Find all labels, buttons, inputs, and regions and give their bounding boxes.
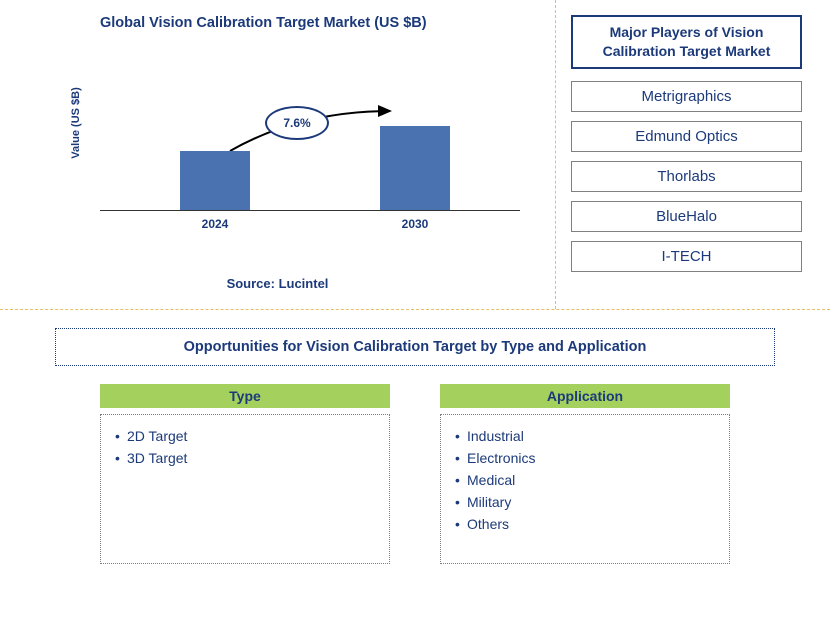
type-body: 2D Target 3D Target (100, 414, 390, 564)
growth-arrow (100, 51, 520, 231)
list-item: Industrial (455, 425, 715, 447)
player-box: BlueHalo (571, 201, 802, 232)
application-column: Application Industrial Electronics Medic… (440, 384, 730, 564)
growth-rate-oval: 7.6% (265, 106, 329, 140)
bar-label-2024: 2024 (180, 217, 250, 231)
y-axis-label: Value (US $B) (70, 87, 82, 159)
bottom-section: Opportunities for Vision Calibration Tar… (0, 310, 830, 574)
list-item: Medical (455, 469, 715, 491)
application-header: Application (440, 384, 730, 408)
type-header: Type (100, 384, 390, 408)
player-box: Thorlabs (571, 161, 802, 192)
application-body: Industrial Electronics Medical Military … (440, 414, 730, 564)
list-item: 2D Target (115, 425, 375, 447)
player-box: Metrigraphics (571, 81, 802, 112)
list-item: Military (455, 491, 715, 513)
chart-title: Global Vision Calibration Target Market … (100, 15, 535, 31)
bar-2024 (180, 151, 250, 211)
bar-chart: Value (US $B) 7.6% 2024 2030 (100, 51, 520, 231)
players-panel: Major Players of Vision Calibration Targ… (555, 0, 830, 309)
player-box: Edmund Optics (571, 121, 802, 152)
top-section: Global Vision Calibration Target Market … (0, 0, 830, 310)
x-axis-line (100, 210, 520, 211)
bar-2030 (380, 126, 450, 211)
list-item: Others (455, 513, 715, 535)
source-label: Source: Lucintel (0, 276, 555, 291)
growth-rate-label: 7.6% (283, 116, 310, 130)
chart-panel: Global Vision Calibration Target Market … (0, 0, 555, 309)
players-title: Major Players of Vision Calibration Targ… (571, 15, 802, 69)
list-item: Electronics (455, 447, 715, 469)
opportunities-header: Opportunities for Vision Calibration Tar… (55, 328, 775, 366)
list-item: 3D Target (115, 447, 375, 469)
type-column: Type 2D Target 3D Target (100, 384, 390, 564)
opportunities-columns: Type 2D Target 3D Target Application Ind… (55, 384, 775, 564)
player-box: I-TECH (571, 241, 802, 272)
bar-label-2030: 2030 (380, 217, 450, 231)
